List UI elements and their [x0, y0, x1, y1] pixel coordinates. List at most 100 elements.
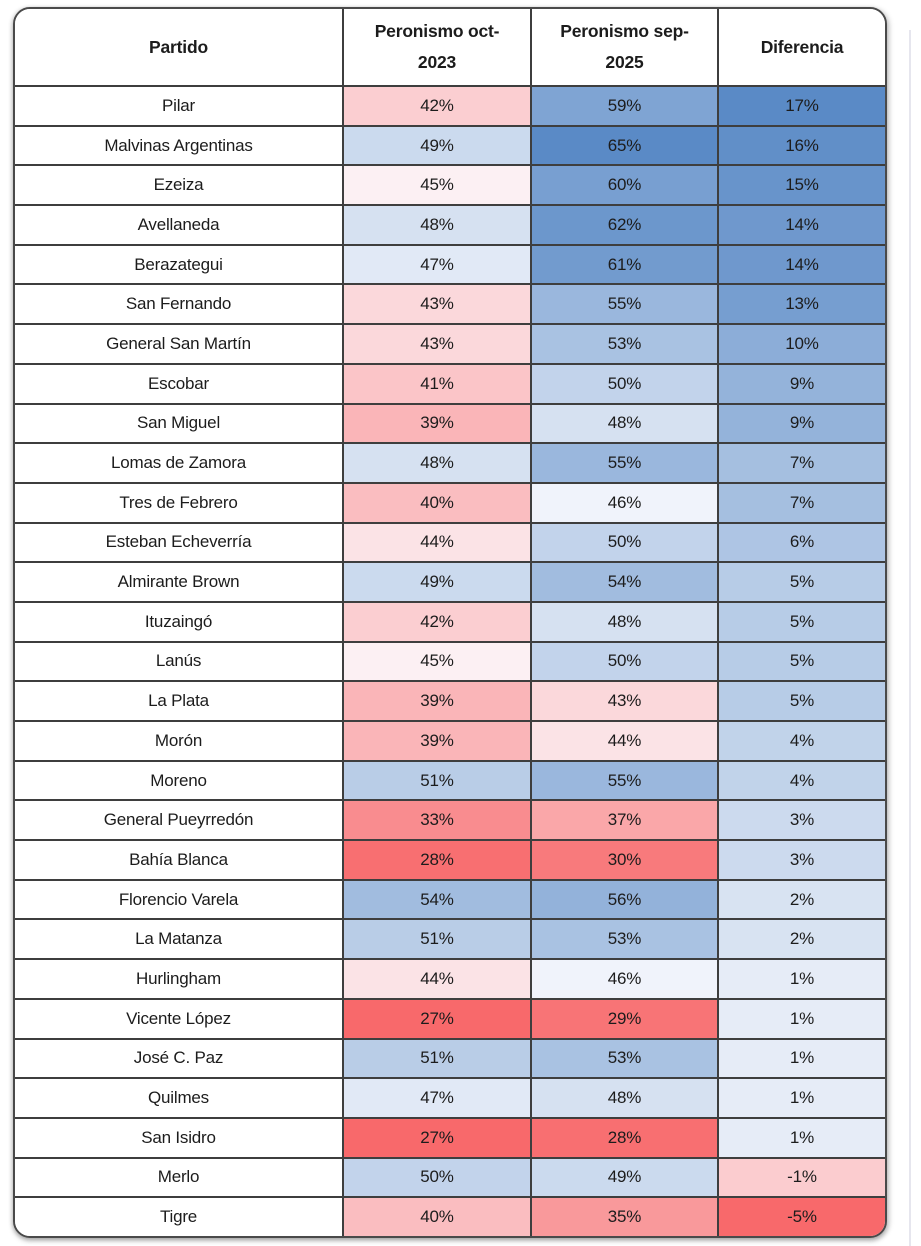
oct-2023-cell: 51%: [342, 918, 530, 959]
oct-2023-cell: 49%: [342, 124, 530, 165]
sep-2025-cell: 44%: [530, 720, 717, 760]
sep-2025-cell: 61%: [530, 243, 717, 284]
column-header-label-line2: 2025: [605, 52, 644, 72]
partido-cell: Ituzaingó: [15, 600, 342, 641]
partido-cell: Berazategui: [15, 243, 342, 284]
partido-cell: Florencio Varela: [15, 878, 342, 919]
sep-2025-cell: 56%: [530, 878, 717, 919]
diferencia-cell: 10%: [717, 323, 885, 363]
diferencia-cell: -1%: [717, 1156, 885, 1197]
diferencia-cell: 15%: [717, 164, 885, 205]
diferencia-cell: 9%: [717, 362, 885, 403]
partido-cell: Tres de Febrero: [15, 481, 342, 522]
diferencia-cell: 7%: [717, 481, 885, 522]
partido-cell: Hurlingham: [15, 958, 342, 998]
sep-2025-cell: 60%: [530, 164, 717, 205]
diferencia-cell: 3%: [717, 799, 885, 840]
column-header-label-line2: 2023: [417, 52, 457, 72]
partido-cell: Moreno: [15, 759, 342, 800]
oct-2023-cell: 51%: [342, 759, 530, 800]
sep-2025-cell: 55%: [530, 442, 717, 482]
sep-2025-cell: 49%: [530, 1156, 717, 1197]
sep-2025-cell: 62%: [530, 204, 717, 244]
partido-cell: General San Martín: [15, 323, 342, 363]
partido-cell: Tigre: [15, 1196, 342, 1236]
oct-2023-cell: 40%: [342, 481, 530, 522]
diferencia-cell: 1%: [717, 1077, 885, 1117]
partido-cell: Merlo: [15, 1156, 342, 1197]
oct-2023-cell: 42%: [342, 85, 530, 125]
oct-2023-cell: 27%: [342, 1116, 530, 1157]
sep-2025-cell: 55%: [530, 283, 717, 324]
oct-2023-cell: 54%: [342, 878, 530, 919]
sep-2025-cell: 50%: [530, 640, 717, 681]
diferencia-cell: 2%: [717, 878, 885, 919]
column-header-peronismo-oct-2023: Peronismo oct- 2023: [342, 9, 530, 85]
oct-2023-cell: 51%: [342, 1037, 530, 1078]
diferencia-cell: 13%: [717, 283, 885, 324]
partido-cell: San Miguel: [15, 402, 342, 443]
diferencia-cell: 17%: [717, 85, 885, 125]
sep-2025-cell: 50%: [530, 362, 717, 403]
sep-2025-cell: 35%: [530, 1196, 717, 1236]
oct-2023-cell: 41%: [342, 362, 530, 403]
diferencia-cell: 14%: [717, 243, 885, 284]
sep-2025-cell: 48%: [530, 1077, 717, 1117]
sep-2025-cell: 46%: [530, 481, 717, 522]
partido-cell: Vicente López: [15, 997, 342, 1038]
sep-2025-cell: 54%: [530, 561, 717, 601]
partido-cell: San Fernando: [15, 283, 342, 324]
sep-2025-cell: 59%: [530, 85, 717, 125]
oct-2023-cell: 39%: [342, 720, 530, 760]
sep-2025-cell: 48%: [530, 600, 717, 641]
column-header-diferencia: Diferencia: [717, 9, 885, 85]
oct-2023-cell: 44%: [342, 958, 530, 998]
oct-2023-cell: 45%: [342, 640, 530, 681]
oct-2023-cell: 39%: [342, 680, 530, 721]
page-edge-line: [909, 30, 911, 1246]
diferencia-cell: 3%: [717, 839, 885, 879]
partido-cell: Escobar: [15, 362, 342, 403]
diferencia-cell: 5%: [717, 600, 885, 641]
peronismo-results-table: Partido Peronismo oct- 2023 Peronismo se…: [13, 7, 887, 1238]
sep-2025-cell: 46%: [530, 958, 717, 998]
partido-cell: San Isidro: [15, 1116, 342, 1157]
partido-cell: Quilmes: [15, 1077, 342, 1117]
diferencia-cell: 1%: [717, 997, 885, 1038]
oct-2023-cell: 45%: [342, 164, 530, 205]
partido-cell: Lomas de Zamora: [15, 442, 342, 482]
diferencia-cell: 14%: [717, 204, 885, 244]
partido-cell: Esteban Echeverría: [15, 521, 342, 562]
diferencia-cell: 5%: [717, 561, 885, 601]
column-header-label: Diferencia: [760, 36, 844, 57]
sep-2025-cell: 37%: [530, 799, 717, 840]
partido-cell: La Plata: [15, 680, 342, 721]
sep-2025-cell: 50%: [530, 521, 717, 562]
oct-2023-cell: 48%: [342, 442, 530, 482]
diferencia-cell: 7%: [717, 442, 885, 482]
diferencia-cell: 6%: [717, 521, 885, 562]
sep-2025-cell: 48%: [530, 402, 717, 443]
partido-cell: General Pueyrredón: [15, 799, 342, 840]
column-header-partido: Partido: [15, 9, 342, 85]
oct-2023-cell: 43%: [342, 323, 530, 363]
oct-2023-cell: 42%: [342, 600, 530, 641]
diferencia-cell: 9%: [717, 402, 885, 443]
table-grid: Partido Peronismo oct- 2023 Peronismo se…: [15, 9, 885, 1236]
oct-2023-cell: 39%: [342, 402, 530, 443]
sep-2025-cell: 43%: [530, 680, 717, 721]
oct-2023-cell: 33%: [342, 799, 530, 840]
oct-2023-cell: 43%: [342, 283, 530, 324]
diferencia-cell: 1%: [717, 1037, 885, 1078]
sep-2025-cell: 53%: [530, 918, 717, 959]
partido-cell: José C. Paz: [15, 1037, 342, 1078]
diferencia-cell: 4%: [717, 759, 885, 800]
sep-2025-cell: 28%: [530, 1116, 717, 1157]
diferencia-cell: 4%: [717, 720, 885, 760]
partido-cell: Ezeiza: [15, 164, 342, 205]
partido-cell: Morón: [15, 720, 342, 760]
oct-2023-cell: 47%: [342, 243, 530, 284]
diferencia-cell: 2%: [717, 918, 885, 959]
sep-2025-cell: 65%: [530, 124, 717, 165]
oct-2023-cell: 44%: [342, 521, 530, 562]
